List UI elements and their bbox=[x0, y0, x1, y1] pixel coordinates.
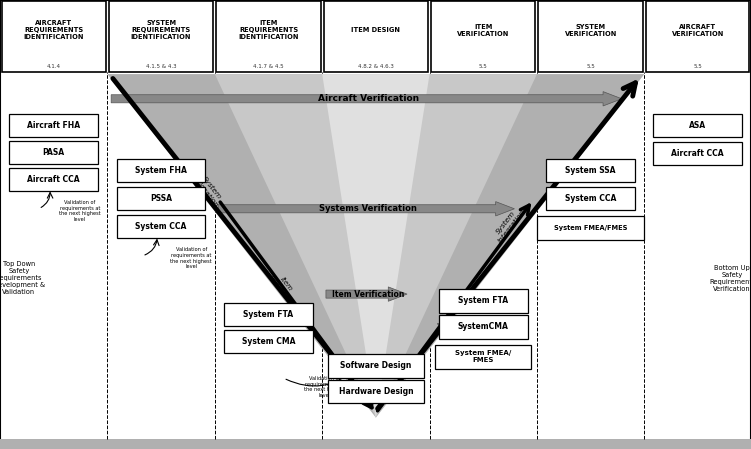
Text: System FTA: System FTA bbox=[243, 310, 294, 319]
Bar bbox=[646, 1, 749, 72]
Text: ITEM
VERIFICATION: ITEM VERIFICATION bbox=[457, 24, 509, 37]
Text: System FHA: System FHA bbox=[135, 166, 187, 175]
Text: 4.1.7 & 4.5: 4.1.7 & 4.5 bbox=[253, 64, 284, 69]
Text: 4.1.5 & 4.3: 4.1.5 & 4.3 bbox=[146, 64, 176, 69]
Text: SystemCMA: SystemCMA bbox=[458, 322, 508, 331]
Bar bbox=[324, 1, 428, 72]
Bar bbox=[547, 159, 635, 182]
Text: System CCA: System CCA bbox=[135, 222, 187, 231]
Bar bbox=[2, 1, 106, 72]
Text: Validation of
requirements at
the next highest
level: Validation of requirements at the next h… bbox=[304, 376, 345, 398]
Bar bbox=[116, 215, 205, 238]
Text: ITEM DESIGN: ITEM DESIGN bbox=[351, 27, 400, 33]
Text: 5.5: 5.5 bbox=[693, 64, 702, 69]
Bar bbox=[653, 142, 742, 165]
Text: System
Integration: System Integration bbox=[491, 204, 526, 244]
Text: Aircraft CCA: Aircraft CCA bbox=[671, 149, 724, 158]
Bar bbox=[653, 114, 742, 137]
FancyArrow shape bbox=[326, 287, 407, 301]
FancyArrow shape bbox=[219, 202, 514, 216]
Bar bbox=[216, 1, 321, 72]
Text: ITEM
REQUIREMENTS
IDENTIFICATION: ITEM REQUIREMENTS IDENTIFICATION bbox=[238, 20, 299, 40]
Bar bbox=[224, 303, 312, 326]
Text: 5.5: 5.5 bbox=[587, 64, 595, 69]
Text: System CCA: System CCA bbox=[565, 194, 617, 203]
Text: Systems Verification: Systems Verification bbox=[319, 204, 418, 213]
Text: Aircraft FHA: Aircraft FHA bbox=[27, 121, 80, 130]
Text: Bottom Up
Safety
Requirements
Verification: Bottom Up Safety Requirements Verificati… bbox=[709, 265, 751, 292]
Bar bbox=[224, 330, 312, 353]
Text: PSSA: PSSA bbox=[150, 194, 172, 203]
Text: 4.8.2 & 4.6.3: 4.8.2 & 4.6.3 bbox=[358, 64, 394, 69]
Text: ASA: ASA bbox=[689, 121, 706, 130]
Text: Aircraft CCA: Aircraft CCA bbox=[27, 175, 80, 184]
Text: System CMA: System CMA bbox=[242, 337, 295, 346]
Text: 4.1.4: 4.1.4 bbox=[47, 64, 61, 69]
Text: Item
Allocation: Item Allocation bbox=[268, 268, 299, 304]
Text: Top Down
Safety
Requirements
Development &
Validation: Top Down Safety Requirements Development… bbox=[0, 261, 45, 295]
Bar bbox=[327, 354, 424, 378]
Text: Validation of
requirements at
the next highest
level: Validation of requirements at the next h… bbox=[170, 247, 212, 269]
Bar bbox=[547, 187, 635, 210]
Polygon shape bbox=[107, 74, 644, 418]
Bar bbox=[116, 187, 205, 210]
Text: SYSTEM
VERIFICATION: SYSTEM VERIFICATION bbox=[565, 24, 617, 37]
Bar bbox=[327, 380, 424, 403]
Text: Aircraft Verification: Aircraft Verification bbox=[318, 94, 419, 103]
Bar bbox=[439, 289, 527, 313]
Text: PASA: PASA bbox=[43, 148, 65, 157]
Text: AIRCRAFT
REQUIREMENTS
IDENTIFICATION: AIRCRAFT REQUIREMENTS IDENTIFICATION bbox=[23, 20, 84, 40]
Text: System FTA: System FTA bbox=[458, 296, 508, 305]
Text: System
Allocation: System Allocation bbox=[193, 172, 225, 208]
Bar bbox=[435, 345, 532, 369]
Bar bbox=[9, 114, 98, 137]
Text: AIRCRAFT
VERIFICATION: AIRCRAFT VERIFICATION bbox=[671, 24, 724, 37]
Text: Hardware Design: Hardware Design bbox=[339, 387, 413, 396]
Text: System SSA: System SSA bbox=[566, 166, 616, 175]
Text: Item
Integration: Item Integration bbox=[432, 289, 466, 328]
Bar bbox=[538, 1, 643, 72]
Bar bbox=[9, 141, 98, 164]
Bar bbox=[439, 315, 527, 339]
Bar bbox=[109, 1, 213, 72]
Text: 5.5: 5.5 bbox=[479, 64, 487, 69]
Bar bbox=[537, 216, 644, 240]
Polygon shape bbox=[322, 74, 430, 418]
FancyArrow shape bbox=[111, 92, 622, 106]
Bar bbox=[431, 1, 535, 72]
Text: Software Design: Software Design bbox=[340, 361, 412, 370]
Bar bbox=[116, 159, 205, 182]
Text: SYSTEM
REQUIREMENTS
IDENTIFICATION: SYSTEM REQUIREMENTS IDENTIFICATION bbox=[131, 20, 192, 40]
Text: System FMEA/FMES: System FMEA/FMES bbox=[554, 225, 627, 231]
Text: Item Verification: Item Verification bbox=[332, 290, 405, 299]
Text: System FMEA/
FMES: System FMEA/ FMES bbox=[455, 351, 511, 363]
Polygon shape bbox=[215, 74, 537, 418]
Bar bbox=[9, 168, 98, 191]
Bar bbox=[0, 439, 751, 449]
Text: Validation of
requirements at
the next highest
level: Validation of requirements at the next h… bbox=[59, 200, 101, 222]
